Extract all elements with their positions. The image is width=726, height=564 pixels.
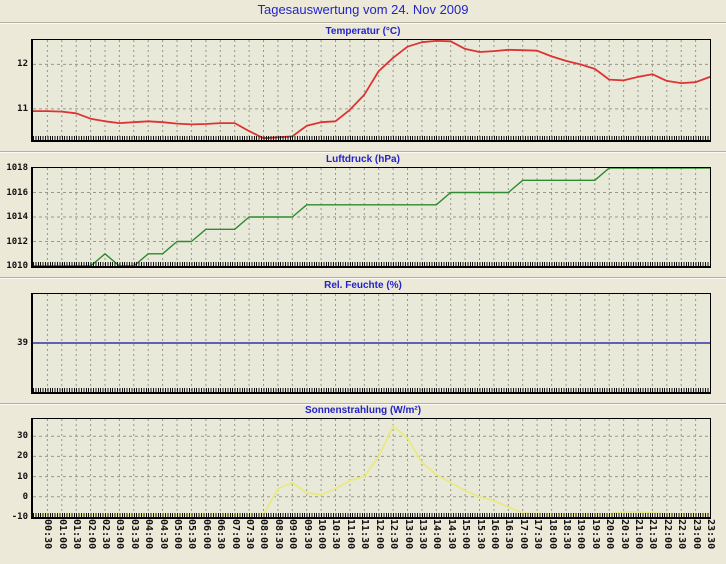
time-axis-label: 19:30 [589,519,601,550]
y-axis-label: 1014 [6,212,28,222]
chart-title: Luftdruck (hPa) [326,154,400,165]
chart-title: Sonnenstrahlung (W/m²) [304,405,422,416]
chart-canvas [33,40,710,140]
time-axis-label: 07:00 [229,519,241,550]
chart-section-luftdruck: Luftdruck (hPa) 1018 1016 1014 1012 1010 [0,154,726,272]
time-axis-label: 12:00 [373,519,385,550]
time-axis-label: 03:00 [114,519,126,550]
time-axis-label: 23:30 [705,519,716,550]
chart-section-rel-feuchte: Rel. Feuchte (%) 39 [0,280,726,398]
y-axis-label: 39 [17,338,28,348]
time-axis-label: 06:30 [215,519,227,550]
chart-title: Temperatur (°C) [325,26,401,37]
time-axis-label: 03:30 [128,519,140,550]
time-axis-label: 13:00 [402,519,414,550]
sonnenstrahlung-series-line [33,425,710,516]
time-axis-label: 09:00 [287,519,299,550]
chart-plot [31,39,711,142]
time-axis-label: 13:30 [416,519,428,550]
chart-section-temperatur: Temperatur (°C) 12 11 [0,26,726,146]
time-axis-label: 20:00 [604,519,616,550]
time-axis-label: 15:30 [474,519,486,550]
y-axis-label: 1012 [6,236,28,247]
time-axis-label: 22:00 [661,519,673,550]
page-title: Tagesauswertung vom 24. Nov 2009 [257,2,469,17]
time-axis-label: 21:30 [647,519,659,550]
time-axis-label: 02:30 [100,519,112,550]
time-axis-label: 19:00 [575,519,587,550]
time-axis-label: 10:30 [330,519,342,550]
y-axis-label: 10 [17,471,28,482]
y-axis-label: 1010 [6,261,28,271]
chart-plot [31,167,711,268]
y-axis-label: 11 [17,103,28,114]
time-axis-label: 22:30 [676,519,688,550]
time-axis-label: 00:30 [42,519,54,550]
time-axis-label: 10:00 [316,519,328,550]
time-axis-label: 16:00 [488,519,500,550]
y-axis-label: 1016 [6,187,28,198]
time-axis-label: 04:30 [157,519,169,550]
time-axis-label: 01:30 [71,519,83,550]
y-axis-label: 30 [17,431,28,442]
y-axis-label: -10 [11,512,28,522]
y-axis-label: 1018 [6,163,28,173]
time-axis-label: 05:00 [172,519,184,550]
y-axis-label: 20 [17,451,28,462]
time-axis-label: 21:00 [632,519,644,550]
time-axis-label: 20:30 [618,519,630,550]
y-axis-label: 0 [22,491,28,502]
time-axis-label: 02:00 [85,519,97,550]
divider [0,22,726,24]
time-axis-label: 11:00 [344,519,356,550]
time-axis-label: 05:30 [186,519,198,550]
time-axis-label: 08:00 [258,519,270,550]
time-axis-label: 11:30 [359,519,371,550]
chart-plot [31,293,711,394]
chart-section-sonnenstrahlung: Sonnenstrahlung (W/m²) 30 20 10 0 -10 [0,405,726,523]
chart-title: Rel. Feuchte (%) [324,280,402,291]
time-axis-label: 04:00 [143,519,155,550]
chart-plot [31,418,711,519]
minor-ticks [33,262,710,266]
time-axis-label: 18:00 [546,519,558,550]
time-axis-label: 16:30 [503,519,515,550]
divider [0,277,726,279]
minor-ticks [33,388,710,392]
temperatur-series-line [33,40,710,140]
time-axis-label: 18:30 [560,519,572,550]
time-axis-label: 12:30 [388,519,400,550]
time-axis-label: 09:30 [301,519,313,550]
chart-canvas [33,168,710,266]
minor-ticks [33,136,710,140]
divider [0,403,726,405]
minor-ticks [33,513,710,517]
time-axis-label: 17:00 [517,519,529,550]
time-axis-label: 01:00 [56,519,68,550]
time-axis-label: 17:30 [532,519,544,550]
y-axis-label: 12 [17,59,28,70]
time-axis-label: 15:00 [460,519,472,550]
chart-canvas [33,294,710,392]
time-axis-label: 07:30 [244,519,256,550]
time-axis-label: 08:30 [272,519,284,550]
chart-canvas [33,419,710,517]
time-axis-label: 14:00 [431,519,443,550]
time-axis-label: 14:30 [445,519,457,550]
luftdruck-series-line [33,168,710,266]
time-axis-label: 23:00 [690,519,702,550]
time-axis-label: 06:00 [200,519,212,550]
divider [0,151,726,153]
